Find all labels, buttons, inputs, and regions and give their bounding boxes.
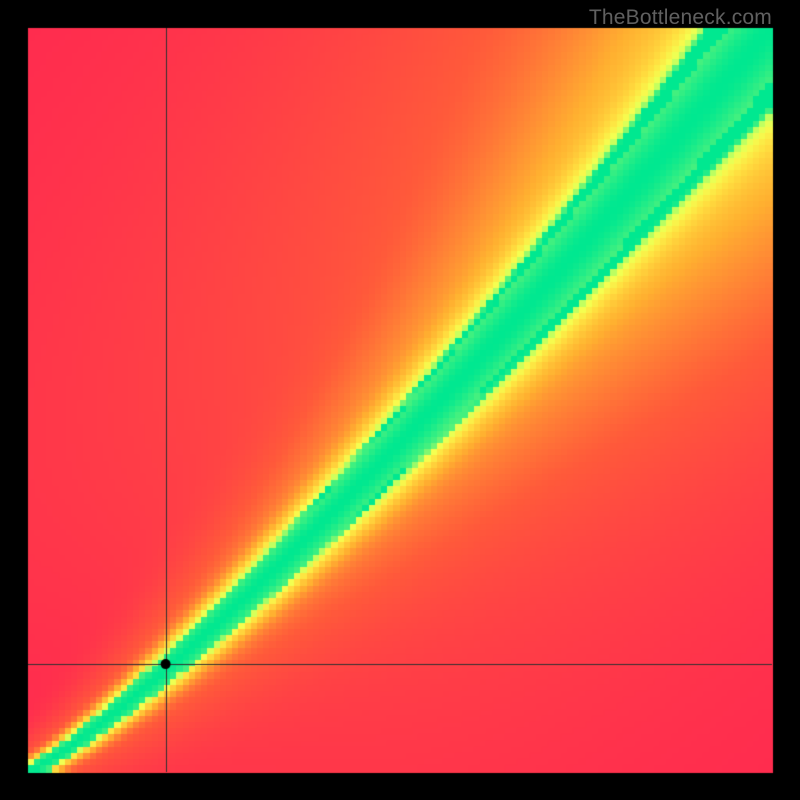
watermark-text: TheBottleneck.com (589, 6, 772, 30)
bottleneck-heatmap-canvas (0, 0, 800, 800)
chart-container: TheBottleneck.com (0, 0, 800, 800)
